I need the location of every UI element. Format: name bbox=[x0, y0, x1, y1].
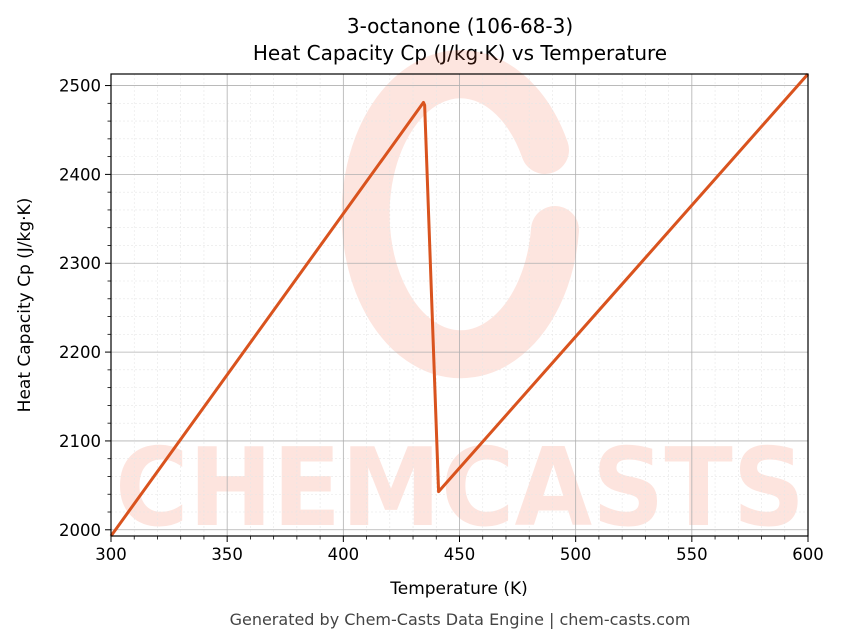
x-tick-label: 600 bbox=[792, 545, 824, 564]
y-tick-label: 2200 bbox=[59, 343, 101, 362]
watermark-logo bbox=[341, 50, 579, 379]
y-tick-label: 2300 bbox=[59, 254, 101, 273]
tick-labels: 300 350 400 450 500 550 600 2000 2100 2200 2300 240… bbox=[59, 77, 824, 564]
series-line bbox=[109, 73, 810, 537]
x-tick-label: 500 bbox=[560, 545, 592, 564]
x-tick-label: 550 bbox=[676, 545, 708, 564]
x-tick-label: 300 bbox=[95, 545, 127, 564]
y-tick-label: 2000 bbox=[59, 521, 101, 540]
y-tick-label: 2100 bbox=[59, 432, 101, 451]
ticks bbox=[105, 85, 809, 542]
y-tick-label: 2500 bbox=[59, 77, 101, 96]
watermark-text: CHEMCASTS bbox=[115, 426, 805, 551]
x-tick-label: 400 bbox=[328, 545, 360, 564]
chart-subtitle: Heat Capacity Cp (J/kg·K) vs Temperature bbox=[253, 41, 667, 65]
y-tick-label: 2400 bbox=[59, 165, 101, 184]
y-axis-label: Heat Capacity Cp (J/kg·K) bbox=[15, 198, 35, 413]
x-tick-label: 450 bbox=[444, 545, 476, 564]
x-axis-label: Temperature (K) bbox=[389, 579, 528, 599]
chart-title: 3-octanone (106-68-3) bbox=[347, 14, 573, 38]
footer-credit: Generated by Chem-Casts Data Engine | ch… bbox=[230, 610, 691, 629]
x-tick-label: 350 bbox=[211, 545, 243, 564]
